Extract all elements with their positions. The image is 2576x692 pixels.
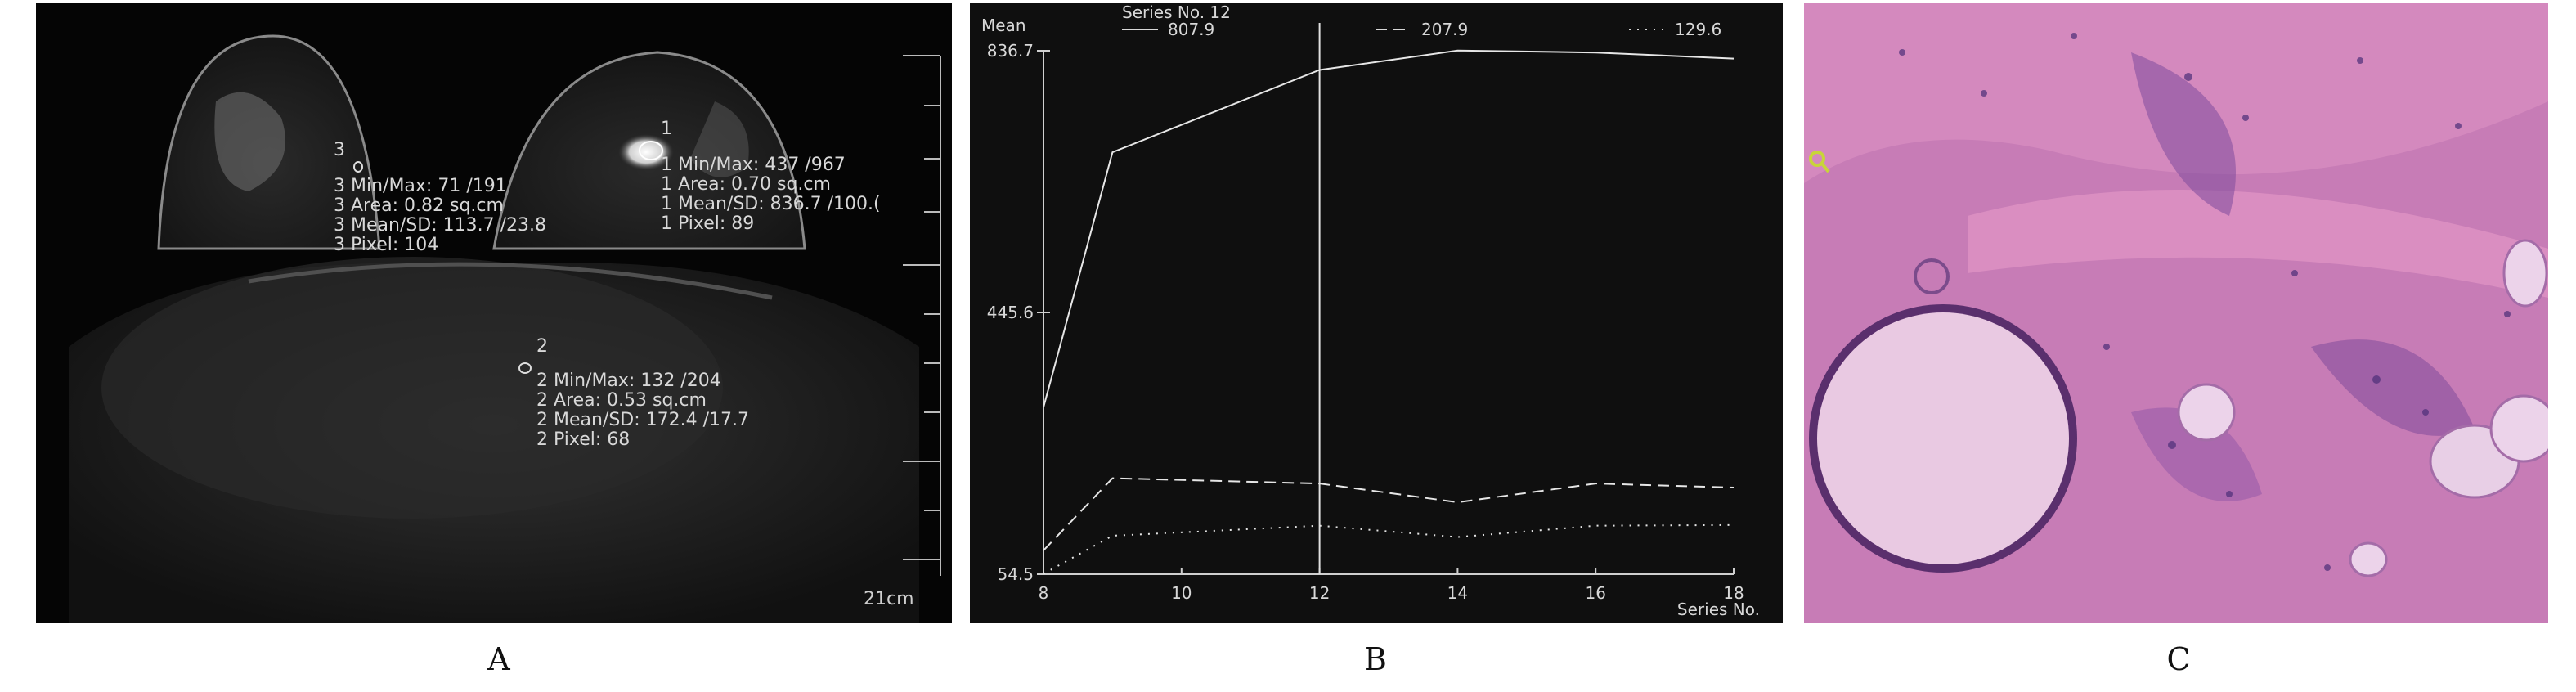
roi2-line-3: 2 Mean/SD: 172.4 /17.7: [536, 410, 750, 430]
series-line-dashed: [1043, 477, 1735, 551]
x-tick-label: 8: [1039, 583, 1049, 603]
roi3-line-1: 3 Min/Max: 71 /191: [334, 176, 507, 196]
roi1-line-4: 1 Pixel: 89: [661, 213, 755, 234]
x-axis-label: Series No.: [1677, 600, 1760, 619]
roi1-line-2: 1 Area: 0.70 sq.cm: [661, 174, 831, 195]
histology-image: [1804, 3, 2548, 623]
x-tick-label: 18: [1723, 583, 1744, 603]
roi1-line-1: 1 Min/Max: 437 /967: [661, 155, 846, 175]
panel-b-caption: B: [1364, 641, 1387, 677]
roi3-line-3: 3 Mean/SD: 113.7 /23.8: [334, 215, 547, 236]
y-tick-label: 445.6: [987, 303, 1034, 322]
roi3-tag: 3: [334, 140, 345, 160]
roi1-line-3: 1 Mean/SD: 836.7 /100.(: [661, 194, 881, 214]
series-line-dotted: [1043, 523, 1735, 575]
legend-label-dotted: 129.6: [1675, 20, 1721, 39]
roi3-line-2: 3 Area: 0.82 sq.cm: [334, 195, 504, 216]
y-axis-label: Mean: [981, 16, 1026, 35]
roi2-line-1: 2 Min/Max: 132 /204: [536, 371, 721, 391]
legend-label-solid: 807.9: [1168, 20, 1214, 39]
chart-title: Series No. 12: [1122, 3, 1231, 22]
panel-a-caption: A: [487, 641, 510, 677]
ruler-label: 21cm: [864, 589, 914, 609]
magnifier-icon[interactable]: [1809, 151, 1830, 173]
x-tick-label: 12: [1309, 583, 1330, 603]
mri-panel: 3 3 Min/Max: 71 /191 3 Area: 0.82 sq.cm …: [36, 3, 952, 623]
legend-label-dashed: 207.9: [1421, 20, 1468, 39]
time-intensity-chart-panel: 836.7 445.6 54.5 8 10 12 14 16 18 Mean Series No. S…: [970, 3, 1783, 623]
histology-panel: [1804, 3, 2548, 623]
y-tick-label: 54.5: [997, 564, 1034, 584]
x-tick-label: 16: [1585, 583, 1605, 603]
roi1-tag: 1: [661, 119, 672, 139]
time-intensity-chart: 836.7 445.6 54.58 10 12 14 16 18 Mean Series No. S…: [981, 3, 1760, 619]
x-tick-label: 14: [1447, 583, 1468, 603]
roi2-line-4: 2 Pixel: 68: [536, 429, 631, 450]
mri-image: [69, 34, 941, 623]
panel-c-caption: C: [2166, 641, 2191, 677]
y-tick-label: 836.7: [987, 41, 1034, 61]
roi3-line-4: 3 Pixel: 104: [334, 235, 439, 255]
roi2-line-2: 2 Area: 0.53 sq.cm: [536, 390, 707, 411]
roi2-tag: 2: [536, 336, 548, 357]
x-tick-label: 10: [1171, 583, 1192, 603]
series-line-solid: [1043, 49, 1735, 408]
